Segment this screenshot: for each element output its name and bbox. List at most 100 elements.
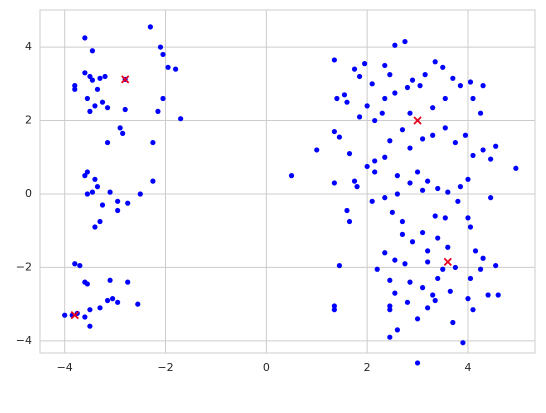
point bbox=[442, 215, 448, 221]
point bbox=[392, 257, 398, 263]
point bbox=[372, 169, 378, 175]
point bbox=[394, 191, 400, 197]
point bbox=[372, 158, 378, 164]
point bbox=[356, 114, 363, 120]
point bbox=[331, 303, 337, 309]
point bbox=[362, 61, 368, 67]
point bbox=[432, 59, 438, 65]
point bbox=[404, 299, 411, 305]
point bbox=[409, 239, 416, 245]
point bbox=[452, 139, 458, 146]
point bbox=[150, 178, 156, 184]
point bbox=[392, 290, 398, 296]
point bbox=[425, 305, 431, 311]
point bbox=[387, 334, 393, 340]
point bbox=[387, 277, 393, 283]
marks bbox=[62, 24, 519, 366]
point bbox=[399, 218, 406, 225]
centroid-marker bbox=[443, 257, 452, 267]
point bbox=[125, 279, 131, 285]
point bbox=[382, 62, 388, 69]
point bbox=[72, 86, 78, 92]
point bbox=[97, 305, 103, 311]
point bbox=[84, 281, 90, 287]
point bbox=[442, 95, 448, 102]
point bbox=[387, 138, 393, 144]
x-tick-label: 4 bbox=[464, 361, 471, 374]
point bbox=[82, 70, 88, 76]
point bbox=[82, 173, 88, 179]
point bbox=[150, 139, 156, 146]
centroid-marker bbox=[121, 75, 130, 84]
point bbox=[155, 108, 161, 114]
centroid-marker bbox=[413, 116, 422, 125]
point bbox=[87, 307, 93, 313]
point bbox=[351, 178, 358, 184]
point bbox=[72, 83, 78, 89]
point bbox=[425, 248, 431, 254]
plot-frame bbox=[39, 9, 536, 354]
point bbox=[172, 66, 179, 72]
point bbox=[389, 209, 395, 215]
centroid-marker bbox=[70, 311, 79, 320]
y-tick-label: 2 bbox=[25, 114, 32, 127]
point bbox=[392, 90, 398, 96]
point bbox=[336, 134, 343, 140]
point bbox=[440, 266, 446, 272]
x-tick-label: −4 bbox=[57, 361, 73, 374]
point bbox=[379, 110, 385, 116]
y-tick-label: 4 bbox=[25, 40, 32, 53]
point bbox=[414, 316, 421, 322]
point bbox=[94, 86, 101, 92]
point bbox=[115, 207, 121, 214]
point bbox=[387, 307, 393, 313]
point bbox=[115, 299, 121, 305]
point bbox=[104, 139, 111, 146]
point bbox=[331, 57, 337, 63]
point bbox=[425, 259, 431, 265]
point bbox=[82, 35, 88, 41]
point bbox=[465, 215, 471, 221]
point bbox=[445, 244, 451, 250]
point bbox=[369, 81, 375, 87]
point bbox=[369, 198, 375, 204]
point bbox=[470, 307, 476, 313]
point bbox=[346, 218, 353, 225]
point bbox=[472, 248, 479, 254]
point bbox=[117, 125, 123, 131]
point bbox=[122, 106, 128, 113]
point bbox=[430, 105, 436, 111]
point bbox=[87, 323, 93, 329]
point bbox=[435, 185, 441, 192]
point bbox=[387, 72, 393, 78]
point bbox=[407, 279, 413, 285]
x-tick-label: 0 bbox=[263, 361, 270, 374]
point bbox=[440, 64, 446, 70]
point bbox=[92, 176, 98, 182]
point bbox=[331, 180, 337, 186]
point bbox=[460, 340, 466, 346]
point bbox=[107, 277, 113, 283]
point bbox=[480, 83, 486, 89]
point bbox=[422, 72, 428, 78]
point bbox=[432, 297, 438, 304]
point bbox=[346, 150, 353, 157]
point bbox=[125, 200, 131, 206]
point bbox=[374, 266, 380, 272]
point bbox=[445, 189, 451, 195]
point bbox=[135, 301, 141, 307]
point bbox=[394, 327, 400, 333]
point bbox=[84, 169, 90, 175]
point bbox=[513, 165, 519, 171]
y-tick-label: −2 bbox=[16, 260, 32, 273]
point bbox=[462, 132, 469, 138]
point bbox=[414, 169, 421, 175]
point bbox=[89, 77, 96, 83]
point bbox=[430, 132, 436, 138]
point bbox=[419, 187, 426, 193]
point bbox=[82, 314, 88, 320]
point bbox=[89, 189, 96, 195]
point bbox=[84, 191, 90, 197]
point bbox=[402, 38, 408, 45]
point bbox=[84, 95, 90, 102]
